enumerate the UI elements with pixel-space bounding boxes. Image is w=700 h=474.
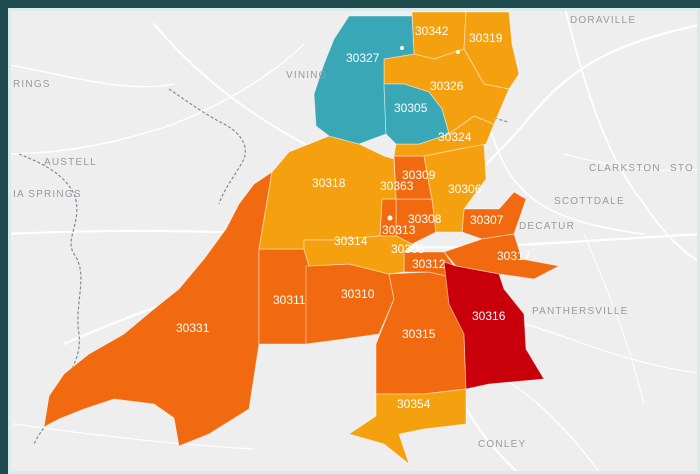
zip-region-30327[interactable]	[313, 15, 415, 145]
place-label-clarkston: CLARKSTON	[589, 163, 661, 174]
zip-region-30305[interactable]	[383, 83, 450, 145]
zip-labels: 30327 30305 30342 30319 30326 30324 3031…	[176, 24, 531, 411]
zip-regions	[43, 11, 561, 466]
zip-label-30308: 30308	[408, 212, 442, 226]
place-label-rings: RINGS	[13, 79, 51, 90]
place-label-sto: STO	[670, 163, 694, 174]
zip-label-30317: 30317	[497, 249, 531, 263]
zip-code-map[interactable]: DORAVILLE RINGS VINING AUSTELL IA SPRING…	[11, 11, 697, 471]
zip-label-30313: 30313	[382, 223, 416, 237]
landmark-dot	[456, 50, 460, 54]
zip-label-30324: 30324	[438, 130, 472, 144]
landmark-dot	[387, 215, 393, 221]
zip-region-30307[interactable]	[461, 191, 527, 240]
zip-label-30342: 30342	[415, 24, 449, 38]
zip-label-30311: 30311	[273, 293, 306, 307]
zip-label-30306: 30306	[448, 182, 482, 196]
zip-label-30303: 30303	[391, 242, 425, 256]
place-label-ia-springs: IA SPRINGS	[13, 189, 82, 200]
place-labels: DORAVILLE RINGS VINING AUSTELL IA SPRING…	[13, 15, 694, 450]
county-line	[473, 103, 510, 123]
zip-label-30312: 30312	[412, 257, 446, 271]
place-label-decatur: DECATUR	[519, 221, 575, 232]
zip-label-30315: 30315	[402, 327, 436, 341]
zip-label-30318: 30318	[312, 176, 346, 190]
place-label-doraville: DORAVILLE	[570, 15, 636, 26]
landmark-markers	[387, 46, 460, 221]
zip-label-30331: 30331	[176, 321, 210, 335]
landmark-dot	[400, 46, 404, 50]
place-label-scottdale: SCOTTDALE	[554, 196, 625, 207]
zip-label-30309: 30309	[402, 168, 436, 182]
zip-label-30305: 30305	[394, 101, 428, 115]
place-label-vining: VINING	[286, 70, 328, 81]
zip-label-30316: 30316	[472, 309, 506, 323]
zip-label-30310: 30310	[341, 287, 375, 301]
zip-label-30326: 30326	[430, 79, 464, 93]
zip-label-30314: 30314	[334, 234, 368, 248]
place-label-austell: AUSTELL	[44, 157, 97, 168]
zip-label-30327: 30327	[346, 51, 380, 65]
zip-region-30314[interactable]	[303, 235, 413, 275]
zip-region-30316[interactable]	[443, 261, 545, 390]
zip-label-30319: 30319	[469, 31, 503, 45]
place-label-conley: CONLEY	[478, 439, 526, 450]
zip-label-30363: 30363	[380, 179, 414, 193]
map-viewport[interactable]: DORAVILLE RINGS VINING AUSTELL IA SPRING…	[8, 8, 700, 474]
zip-label-30354: 30354	[397, 397, 431, 411]
zip-region-30354[interactable]	[348, 388, 467, 466]
place-label-panthersville: PANTHERSVILLE	[532, 306, 629, 317]
zip-label-30307: 30307	[470, 213, 504, 227]
zip-region-30331[interactable]	[43, 171, 273, 447]
county-line	[168, 88, 246, 205]
